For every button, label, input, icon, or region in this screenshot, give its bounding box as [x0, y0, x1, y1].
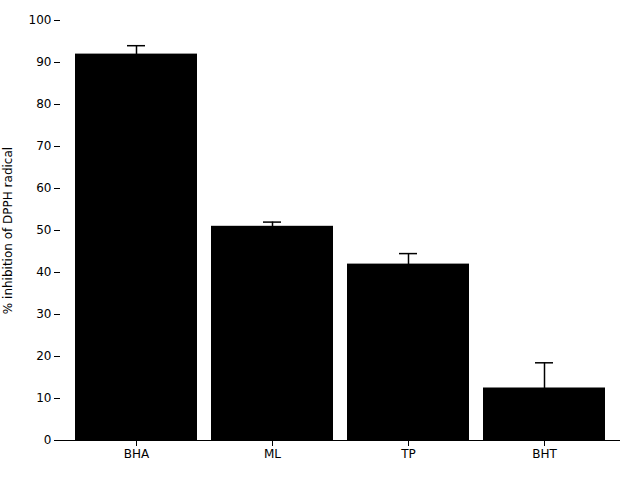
svg-text:30: 30: [36, 307, 51, 321]
svg-text:90: 90: [36, 55, 51, 69]
svg-text:0: 0: [44, 433, 52, 447]
svg-text:ML: ML: [264, 447, 281, 461]
svg-text:% inhibition of DPPH radical: % inhibition of DPPH radical: [1, 147, 15, 314]
svg-text:100: 100: [29, 13, 52, 27]
svg-text:60: 60: [36, 181, 51, 195]
svg-text:20: 20: [36, 349, 51, 363]
svg-text:10: 10: [36, 391, 51, 405]
svg-text:BHA: BHA: [124, 447, 150, 461]
svg-text:TP: TP: [400, 447, 416, 461]
svg-text:50: 50: [36, 223, 51, 237]
svg-text:BHT: BHT: [532, 447, 557, 461]
svg-text:80: 80: [36, 97, 51, 111]
svg-text:40: 40: [36, 265, 51, 279]
svg-text:70: 70: [36, 139, 51, 153]
